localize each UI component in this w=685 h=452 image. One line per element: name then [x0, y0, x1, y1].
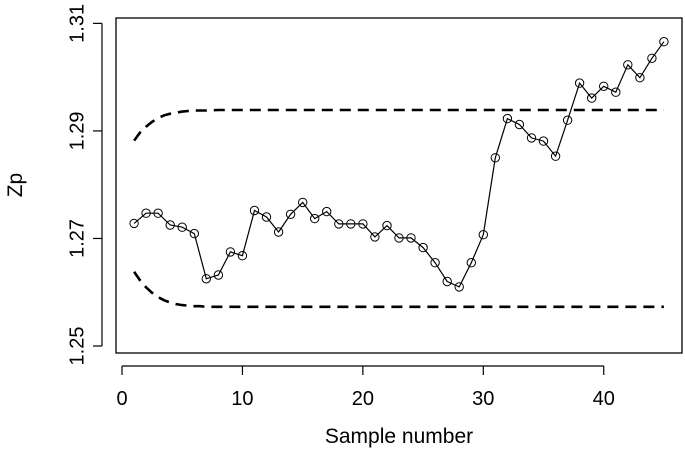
- x-tick-label: 10: [231, 388, 253, 410]
- y-tick-label: 1.31: [66, 4, 88, 43]
- data-point: [273, 227, 284, 237]
- data-point: [599, 81, 609, 92]
- data-point: [177, 222, 187, 232]
- y-tick-label: 1.27: [66, 219, 88, 258]
- data-point: [442, 276, 452, 287]
- data-point: [249, 205, 260, 216]
- data-point: [310, 213, 320, 224]
- data-point: [382, 220, 392, 231]
- data-point: [514, 119, 525, 130]
- data-point: [370, 232, 380, 242]
- data-point: [418, 242, 428, 253]
- zp-series-line: [133, 41, 665, 288]
- data-point: [153, 208, 163, 218]
- data-point: [466, 258, 476, 268]
- data-point: [237, 251, 248, 261]
- x-tick-label: 0: [116, 388, 127, 410]
- data-point: [189, 228, 200, 239]
- data-point: [358, 219, 368, 229]
- data-point: [502, 113, 513, 124]
- data-point: [562, 115, 573, 125]
- x-axis: 0 10 20 30 40: [116, 365, 615, 410]
- data-point: [129, 218, 139, 229]
- data-point: [550, 151, 561, 161]
- y-tick-label: 1.29: [66, 111, 88, 150]
- data-point: [261, 212, 272, 222]
- series-layer: [129, 37, 669, 309]
- data-point: [623, 60, 633, 70]
- data-point: [454, 282, 464, 292]
- data-point: [635, 73, 645, 83]
- data-point: [225, 247, 236, 257]
- upper-control-limit-line: [133, 108, 664, 142]
- data-point: [406, 233, 416, 243]
- y-axis-title: Zp: [4, 173, 27, 198]
- data-point: [659, 37, 669, 47]
- x-tick-label: 40: [593, 388, 615, 410]
- data-point: [490, 153, 500, 163]
- x-tick-label: 30: [472, 388, 494, 410]
- data-point: [334, 219, 344, 229]
- data-point: [611, 87, 621, 97]
- data-point: [201, 274, 212, 284]
- data-point: [322, 206, 332, 217]
- data-point: [587, 93, 597, 103]
- data-point: [141, 208, 151, 218]
- data-point: [538, 136, 549, 146]
- data-point: [574, 78, 585, 88]
- data-point: [285, 209, 296, 220]
- data-point: [478, 230, 488, 240]
- data-point: [647, 53, 657, 63]
- lower-control-limit-line: [133, 271, 664, 309]
- y-tick-label: 1.25: [66, 327, 88, 366]
- data-point: [346, 219, 356, 229]
- x-tick-label: 20: [352, 388, 374, 410]
- data-point: [430, 258, 440, 268]
- data-point: [213, 270, 224, 280]
- y-axis: 1.25 1.27 1.29 1.31: [66, 4, 103, 366]
- x-axis-title: Sample number: [325, 425, 473, 448]
- data-point: [526, 133, 537, 143]
- data-point: [298, 197, 308, 208]
- plot-frame: [115, 17, 683, 354]
- data-point: [165, 220, 175, 230]
- data-point: [394, 233, 404, 243]
